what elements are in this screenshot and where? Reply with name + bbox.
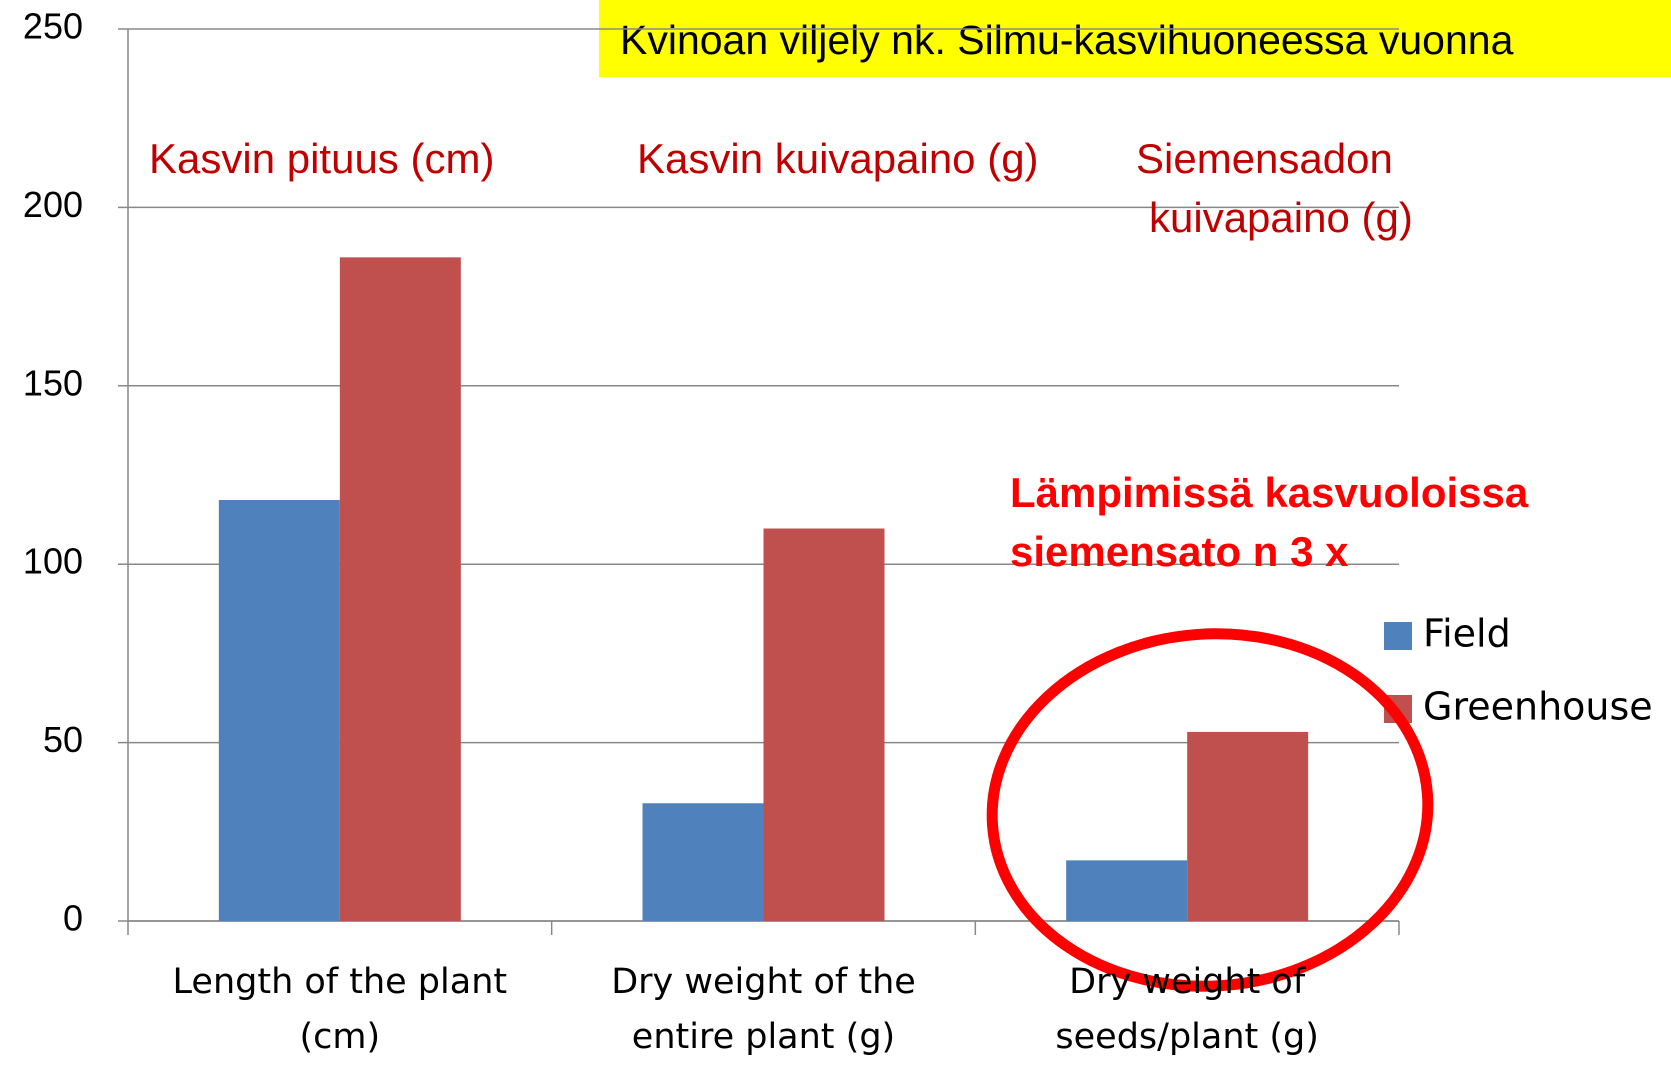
y-tick-label: 0 [63,898,83,939]
annotation: kuivapaino (g) [1149,194,1413,241]
y-tick-label: 100 [23,541,83,582]
bar [339,257,461,921]
bar [218,499,340,921]
title-box [599,0,1671,77]
legend-label: Greenhouse [1423,685,1653,729]
x-tick-label: Length of the plant (cm) [172,962,508,1057]
bar [763,528,885,921]
y-tick-label: 150 [23,362,83,403]
chart-title: Kvinoan viljely nk. Silmu-kasvihuoneessa… [620,17,1514,63]
y-tick-label: 50 [43,719,83,760]
bar [1066,860,1188,921]
highlight-circle [986,628,1434,992]
annotation: siemensato n 3 x [1010,528,1349,575]
legend-swatch [1384,622,1412,650]
y-tick-label: 250 [23,6,83,47]
annotation: Kasvin kuivapaino (g) [637,135,1039,182]
bar [642,803,764,921]
legend-label: Field [1423,612,1511,656]
annotation: Kasvin pituus (cm) [149,135,494,182]
x-tick-label: Dry weight of the entire plant (g) [611,962,916,1057]
bar [1187,731,1309,921]
annotation: Siemensadon [1136,135,1393,182]
y-tick-label: 200 [23,184,83,225]
annotation: Lämpimissä kasvuoloissa [1010,469,1529,516]
x-tick-label: Dry weight of seeds/plant (g) [1055,962,1319,1057]
